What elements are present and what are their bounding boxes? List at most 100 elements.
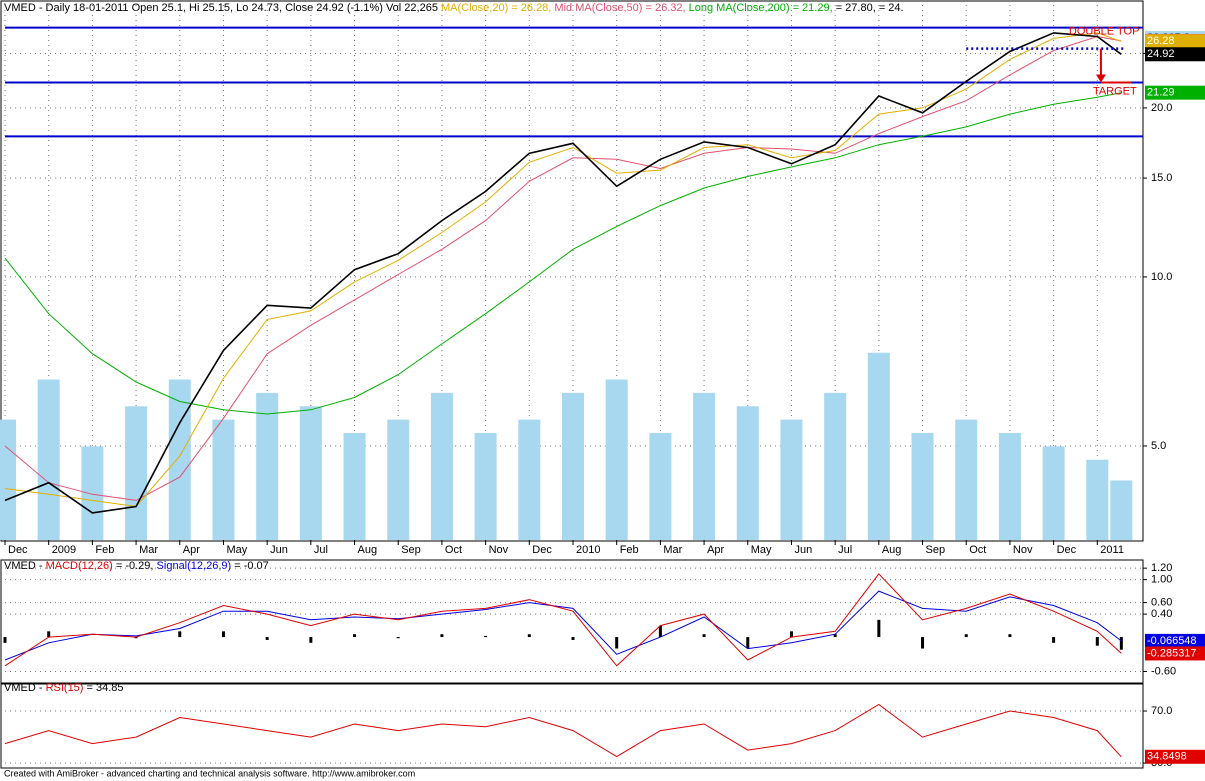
bar [212, 419, 235, 540]
x-tick-label: Jul [314, 544, 328, 556]
title-part: VMED - Daily 18-01-2011 Open 25.1, Hi 25… [4, 2, 441, 14]
bar [81, 446, 104, 540]
bar [605, 379, 628, 540]
y-tick-label: 5.0 [1151, 440, 1166, 452]
x-tick-label: Apr [183, 544, 200, 556]
title-part: Mid MA(Close,50) = 26.32, [554, 2, 688, 14]
bar [353, 634, 357, 638]
x-tick-label: Dec [1057, 544, 1077, 556]
last-value-box [1145, 47, 1205, 62]
bar [658, 625, 662, 638]
x-tick-label: 2009 [52, 544, 76, 556]
x-tick-label: Aug [882, 544, 902, 556]
bar [396, 637, 400, 639]
bar [1008, 634, 1012, 638]
bar [134, 637, 138, 639]
y-tick-label: 1.20 [1151, 562, 1172, 574]
panel-title: VMED - RSI(15) = 34.85 [4, 682, 124, 694]
price-panel [0, 0, 1144, 542]
title-part: = 24. [879, 2, 904, 14]
y-tick-label: -0.60 [1151, 665, 1176, 677]
bar [615, 637, 619, 649]
x-tick-label: Oct [445, 544, 462, 556]
last-value-label: 24.92 [1147, 48, 1175, 60]
bar [430, 392, 453, 540]
last-value-label: 26.28 [1147, 35, 1175, 47]
title-part: VMED - [4, 560, 46, 572]
last-value-box [1145, 34, 1205, 49]
bar [265, 637, 269, 640]
x-tick-label: 2011 [1100, 544, 1124, 556]
bar [746, 637, 750, 649]
bar [562, 392, 584, 540]
y-tick-label: 20.0 [1151, 102, 1172, 114]
x-tick-label: Dec [532, 544, 552, 556]
bar [1086, 459, 1109, 540]
x-tick-label: Nov [489, 544, 509, 556]
bar [702, 634, 706, 638]
title-part: = -0.07 [231, 560, 269, 572]
x-tick-label: Jun [794, 544, 812, 556]
bar [911, 433, 934, 540]
rsi-panel [0, 683, 1144, 769]
x-tick-label: Mar [663, 544, 682, 556]
y-tick-label: 70.0 [1151, 705, 1172, 717]
last-value-box [1145, 646, 1205, 661]
bar [37, 379, 60, 540]
series-line [4, 590, 1122, 661]
x-tick-label: Mar [139, 544, 158, 556]
y-tick-label: 10.0 [1151, 271, 1172, 283]
x-tick-label: Jul [838, 544, 852, 556]
bar [649, 433, 672, 540]
series-line [4, 35, 1122, 501]
bar [387, 419, 410, 540]
bar [125, 406, 148, 540]
last-value-label: 34.8498 [1147, 751, 1187, 763]
y-tick-label: 0.40 [1151, 608, 1172, 620]
bar [1110, 480, 1133, 540]
title-part: RSI(15) [46, 682, 84, 694]
bar [955, 419, 978, 540]
bar [343, 433, 366, 540]
bar [964, 634, 968, 638]
title-part: = -0.29, [113, 560, 157, 572]
x-tick-label: Feb [620, 544, 639, 556]
last-value-label: -0.066548 [1147, 635, 1197, 647]
bar [998, 433, 1021, 540]
series-line [4, 573, 1122, 667]
bar [1095, 637, 1099, 646]
bar [736, 406, 759, 540]
bar [221, 631, 225, 638]
annotation: DOUBLE TOP [1069, 26, 1140, 38]
x-tick-label: Apr [707, 544, 724, 556]
last-value-label: -0.285317 [1147, 647, 1197, 659]
bar [1119, 637, 1123, 650]
x-tick-label: Aug [358, 544, 378, 556]
bar [693, 392, 716, 540]
bar [47, 631, 51, 638]
series-line [4, 32, 1122, 514]
bar [178, 631, 182, 638]
y-tick-label: 0.60 [1151, 597, 1172, 609]
series-line [4, 703, 1122, 758]
annotation: TARGET [1093, 85, 1137, 97]
y-tick-label: 1.00 [1151, 574, 1172, 586]
bar [780, 419, 803, 540]
x-tick-label: Sep [401, 544, 421, 556]
bar [824, 392, 847, 540]
x-tick-label: Sep [926, 544, 946, 556]
x-tick-label: Feb [95, 544, 114, 556]
bar [789, 631, 793, 638]
bar [299, 406, 322, 540]
x-tick-label: Nov [1013, 544, 1033, 556]
target-arrowhead [1095, 74, 1106, 83]
x-tick-label: May [226, 544, 247, 556]
title-part: Long MA(Close,200) = 21.29, [689, 2, 836, 14]
last-value-box [1145, 749, 1205, 764]
bar [867, 352, 890, 540]
x-tick-label: 2010 [576, 544, 600, 556]
bar [0, 419, 16, 540]
